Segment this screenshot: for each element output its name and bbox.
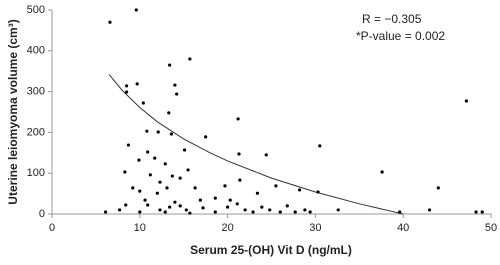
data-point <box>146 203 150 207</box>
data-point <box>138 189 142 193</box>
data-point <box>336 208 340 212</box>
data-point <box>260 205 264 209</box>
data-point <box>168 63 172 67</box>
data-point <box>175 92 179 96</box>
data-point <box>138 210 142 214</box>
data-point <box>297 188 302 192</box>
data-point <box>125 90 129 94</box>
data-point <box>141 101 145 105</box>
data-point <box>188 57 192 61</box>
data-point <box>198 198 202 202</box>
data-point <box>303 208 307 212</box>
x-axis-title: Serum 25-(OH) Vit D (ng/mL) <box>190 243 352 257</box>
data-point <box>316 190 320 194</box>
data-point <box>436 186 440 190</box>
data-point <box>213 196 217 200</box>
data-point <box>235 202 239 206</box>
data-point <box>380 170 384 174</box>
data-point <box>173 200 177 204</box>
x-tick-label: 0 <box>49 222 55 234</box>
data-point <box>474 210 478 214</box>
data-point <box>108 20 112 24</box>
data-point <box>131 186 135 190</box>
data-point <box>163 210 167 214</box>
data-point <box>226 205 230 209</box>
data-point <box>223 184 227 188</box>
data-point <box>145 129 149 133</box>
data-point <box>173 83 177 87</box>
data-point <box>124 203 128 207</box>
data-point <box>255 191 260 195</box>
data-point <box>285 204 289 208</box>
data-point <box>278 210 282 214</box>
data-point <box>167 111 171 115</box>
data-point <box>146 150 150 154</box>
data-point <box>464 99 469 103</box>
y-tick-label: 100 <box>27 167 45 179</box>
data-point <box>169 132 174 136</box>
data-point <box>243 208 247 212</box>
data-point <box>274 184 278 188</box>
data-point <box>228 198 232 202</box>
data-point <box>427 208 432 212</box>
annotation: R = −0.305 <box>362 12 422 26</box>
data-point <box>184 208 188 212</box>
data-point <box>135 82 139 86</box>
data-point <box>118 208 122 212</box>
y-axis-title: Uterine leiomyoma volume (cm³) <box>6 19 20 204</box>
data-point <box>165 186 169 190</box>
data-point <box>251 210 255 214</box>
x-tick-label: 30 <box>309 222 321 234</box>
data-point <box>143 198 147 202</box>
data-point <box>193 186 197 190</box>
data-point <box>156 130 160 134</box>
data-point <box>480 210 484 214</box>
y-tick-label: 0 <box>39 208 45 220</box>
data-point <box>398 210 402 214</box>
x-tick-label: 50 <box>485 222 497 234</box>
data-point <box>213 210 217 214</box>
y-tick-label: 200 <box>27 126 45 138</box>
y-tick-label: 500 <box>27 4 45 16</box>
data-point <box>153 156 157 160</box>
data-point <box>178 204 182 208</box>
annotation: *P-value = 0.002 <box>356 29 445 43</box>
data-point <box>236 117 240 121</box>
data-point <box>178 176 182 180</box>
data-point <box>204 135 208 139</box>
data-point <box>268 208 272 212</box>
data-point <box>182 148 187 152</box>
data-point <box>308 210 312 214</box>
x-tick-label: 20 <box>221 222 233 234</box>
x-tick-label: 40 <box>397 222 409 234</box>
data-point <box>168 205 172 209</box>
data-point <box>318 144 322 148</box>
y-tick-label: 300 <box>27 86 45 98</box>
data-point <box>148 173 152 177</box>
data-point <box>126 143 130 147</box>
trend-line <box>108 74 404 215</box>
y-tick-label: 400 <box>27 45 45 57</box>
data-point <box>293 210 297 214</box>
data-point <box>158 208 162 212</box>
data-point <box>186 168 190 172</box>
data-point <box>170 174 174 178</box>
data-point <box>188 211 192 215</box>
data-point <box>155 191 159 195</box>
data-point <box>264 153 268 157</box>
data-point <box>163 162 167 166</box>
data-point <box>103 210 108 214</box>
data-point <box>134 8 138 12</box>
data-point <box>237 152 241 156</box>
x-tick-label: 10 <box>134 222 146 234</box>
data-point <box>238 178 242 182</box>
data-point <box>201 206 205 210</box>
data-point <box>123 170 127 174</box>
data-point <box>137 158 141 162</box>
data-point <box>158 180 162 184</box>
data-point <box>125 84 129 88</box>
